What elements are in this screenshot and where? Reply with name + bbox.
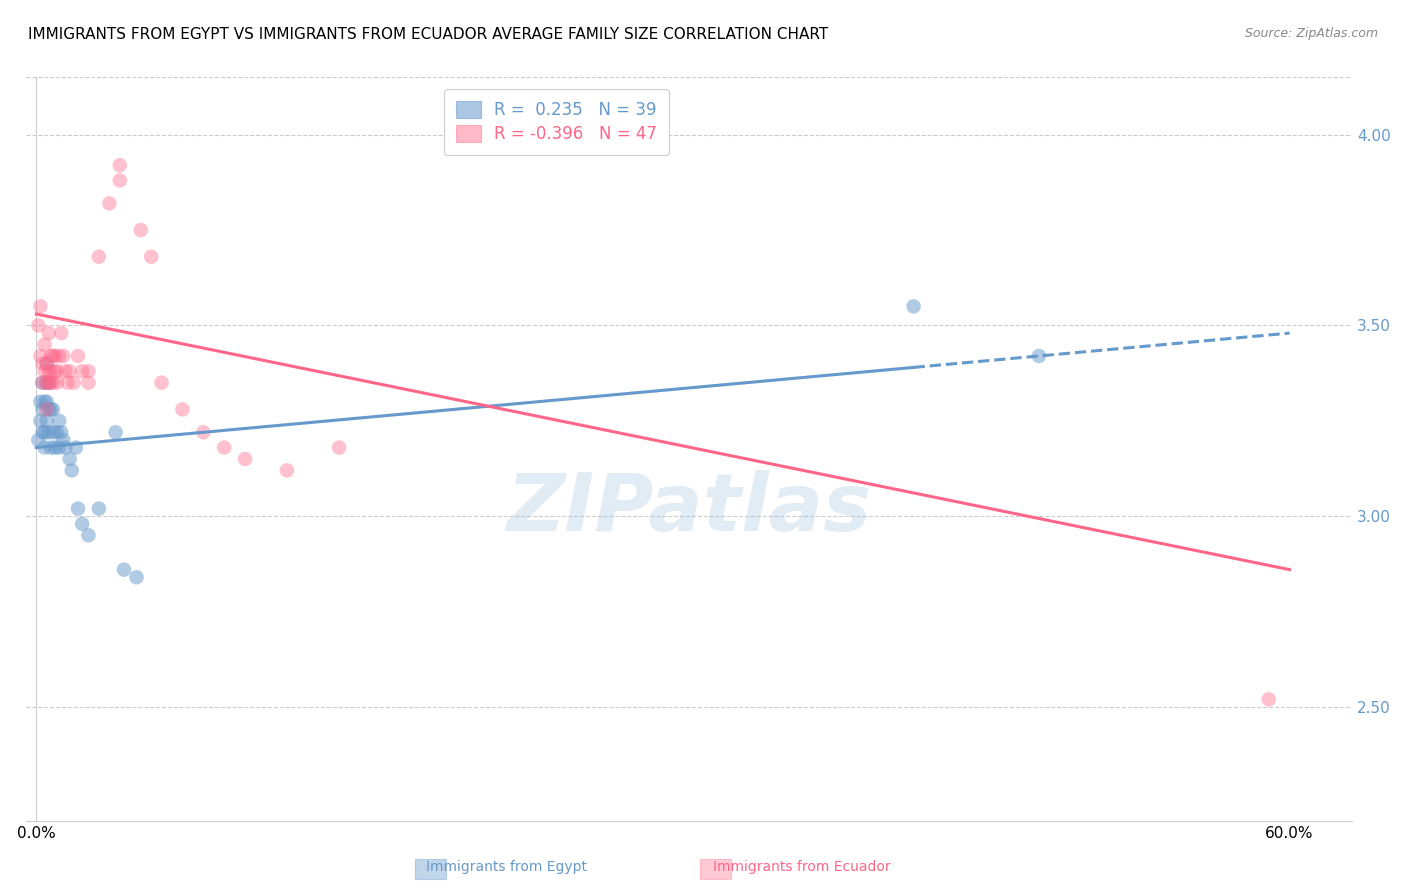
Point	[38, 425, 60, 440]
Point	[59, 452, 82, 467]
Text: IMMIGRANTS FROM EGYPT VS IMMIGRANTS FROM ECUADOR AVERAGE FAMILY SIZE CORRELATION: IMMIGRANTS FROM EGYPT VS IMMIGRANTS FROM…	[28, 27, 828, 42]
Point	[38, 402, 60, 417]
Point	[46, 364, 69, 378]
Point	[125, 570, 148, 584]
Point	[30, 414, 52, 428]
Point	[39, 349, 62, 363]
Point	[1028, 349, 1050, 363]
Point	[60, 463, 83, 477]
Point	[38, 364, 60, 378]
Point	[112, 563, 135, 577]
Text: Immigrants from Ecuador: Immigrants from Ecuador	[713, 860, 890, 874]
Point	[87, 250, 110, 264]
Point	[150, 376, 173, 390]
Point	[35, 402, 58, 417]
Point	[35, 357, 58, 371]
Point	[38, 376, 60, 390]
Point	[98, 196, 121, 211]
Point	[77, 364, 100, 378]
Point	[38, 326, 60, 340]
Point	[66, 349, 89, 363]
Point	[42, 425, 65, 440]
Point	[31, 376, 53, 390]
Point	[39, 441, 62, 455]
Point	[34, 337, 56, 351]
Point	[193, 425, 215, 440]
Point	[52, 433, 75, 447]
Point	[35, 376, 58, 390]
Point	[46, 376, 69, 390]
Point	[139, 250, 162, 264]
Point	[56, 376, 79, 390]
Point	[51, 326, 73, 340]
Point	[44, 364, 66, 378]
Point	[27, 433, 49, 447]
Point	[39, 376, 62, 390]
Point	[38, 376, 60, 390]
Point	[27, 318, 49, 333]
Point	[44, 441, 66, 455]
Point	[70, 516, 93, 531]
Point	[34, 425, 56, 440]
Point	[276, 463, 298, 477]
Point	[30, 349, 52, 363]
Point	[35, 414, 58, 428]
Point	[129, 223, 152, 237]
Point	[328, 441, 350, 455]
Point	[46, 425, 69, 440]
Point	[212, 441, 235, 455]
Point	[77, 376, 100, 390]
Point	[35, 394, 58, 409]
Point	[59, 364, 82, 378]
Point	[31, 402, 53, 417]
Point	[108, 173, 131, 187]
Point	[34, 364, 56, 378]
Point	[70, 364, 93, 378]
Text: ZIPatlas: ZIPatlas	[506, 470, 872, 548]
Point	[66, 501, 89, 516]
Point	[35, 376, 58, 390]
Legend: R =  0.235   N = 39, R = -0.396   N = 47: R = 0.235 N = 39, R = -0.396 N = 47	[444, 89, 669, 155]
Text: Source: ZipAtlas.com: Source: ZipAtlas.com	[1244, 27, 1378, 40]
Point	[108, 158, 131, 172]
Point	[30, 394, 52, 409]
Point	[34, 441, 56, 455]
Point	[42, 402, 65, 417]
Point	[903, 299, 925, 313]
Point	[55, 441, 77, 455]
Text: Immigrants from Egypt: Immigrants from Egypt	[426, 860, 586, 874]
Point	[48, 414, 70, 428]
Point	[77, 528, 100, 542]
Point	[48, 349, 70, 363]
Point	[233, 452, 256, 467]
Point	[63, 376, 86, 390]
Point	[39, 364, 62, 378]
Point	[31, 357, 53, 371]
Point	[52, 349, 75, 363]
Point	[31, 376, 53, 390]
Point	[55, 364, 77, 378]
Point	[1257, 692, 1279, 706]
Point	[48, 441, 70, 455]
Point	[87, 501, 110, 516]
Point	[51, 425, 73, 440]
Point	[30, 299, 52, 313]
Point	[104, 425, 127, 440]
Point	[31, 425, 53, 440]
Point	[34, 394, 56, 409]
Point	[39, 402, 62, 417]
Point	[172, 402, 194, 417]
Point	[42, 376, 65, 390]
Point	[44, 349, 66, 363]
Point	[65, 441, 87, 455]
Point	[35, 357, 58, 371]
Point	[42, 349, 65, 363]
